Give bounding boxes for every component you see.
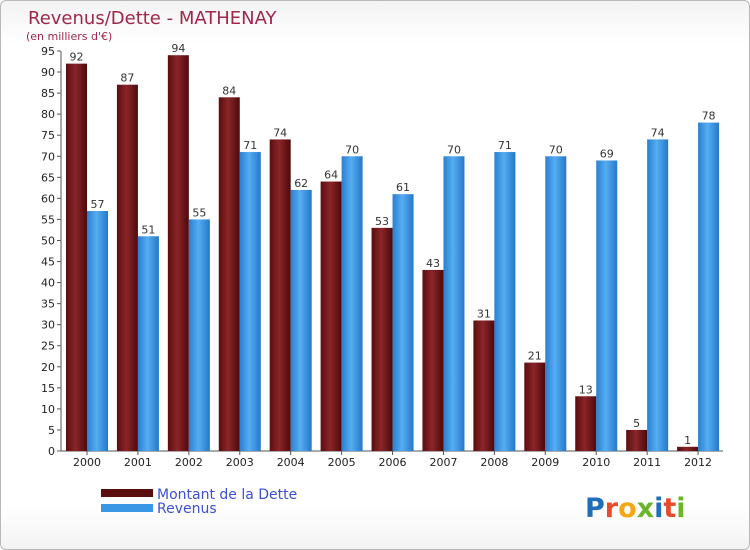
x-tick-label: 2004 (277, 456, 305, 469)
data-label-revenue: 71 (243, 139, 257, 152)
data-label-debt: 53 (375, 215, 389, 228)
data-label-revenue: 70 (447, 143, 461, 156)
bar-revenue (341, 156, 363, 451)
bar-revenue (239, 152, 261, 452)
data-label-revenue: 57 (91, 198, 105, 211)
legend-swatch-revenue (101, 504, 153, 512)
x-tick-label: 2001 (124, 456, 152, 469)
data-label-debt: 64 (324, 169, 338, 182)
bar-revenue (494, 152, 516, 452)
proxiti-logo: Proxiti (585, 493, 686, 524)
data-label-debt: 84 (222, 84, 236, 97)
bar-revenue (137, 236, 159, 451)
legend-label-debt: Montant de la Dette (157, 487, 297, 503)
x-tick-label: 2012 (684, 456, 712, 469)
data-label-revenue: 70 (345, 143, 359, 156)
data-label-debt: 31 (477, 307, 491, 320)
y-tick-label: 80 (41, 108, 55, 121)
x-axis: 2000 2001 2002 2003 2004 2005 2006 2007 2008 2009… (61, 450, 723, 469)
bar-revenue (188, 219, 210, 451)
bar-revenue (443, 156, 465, 451)
bar-debt (116, 84, 138, 452)
x-tick-label: 2006 (379, 456, 407, 469)
bar-debt (269, 139, 291, 451)
y-tick-label: 15 (41, 382, 55, 395)
bar-revenue (596, 160, 618, 451)
bar-revenue (392, 194, 414, 451)
data-label-debt: 21 (528, 350, 542, 363)
data-label-revenue: 71 (498, 139, 512, 152)
chart-subtitle: (en milliers d'€) (26, 30, 112, 43)
y-tick-label: 70 (41, 150, 55, 163)
bar-revenue (545, 156, 567, 451)
x-tick-label: 2011 (633, 456, 661, 469)
y-tick-label: 30 (41, 319, 55, 332)
y-axis: 0 5 10 15 20 25 30 35 40 45 50 55 60 65 70 75 80 85 90 95 (41, 45, 62, 458)
y-tick-label: 25 (41, 340, 55, 353)
y-tick-label: 75 (41, 129, 55, 142)
data-label-debt: 94 (171, 42, 185, 55)
y-tick-label: 35 (41, 298, 55, 311)
bar-debt (677, 446, 699, 451)
bar-debt (371, 227, 393, 451)
data-label-debt: 92 (70, 51, 84, 64)
bar-debt (66, 63, 87, 451)
bar-debt (575, 396, 597, 451)
data-label-revenue: 69 (600, 147, 614, 160)
y-tick-label: 50 (41, 234, 55, 247)
y-tick-label: 45 (41, 256, 55, 269)
data-label-debt: 87 (120, 72, 134, 85)
y-tick-label: 5 (48, 424, 55, 437)
x-tick-label: 2010 (582, 456, 610, 469)
data-label-revenue: 74 (651, 126, 665, 139)
x-tick-label: 2007 (429, 456, 457, 469)
x-tick-label: 2003 (226, 456, 254, 469)
y-tick-label: 0 (48, 445, 55, 458)
x-tick-label: 2009 (531, 456, 559, 469)
data-label-debt: 5 (633, 417, 640, 430)
bar-debt (626, 429, 648, 451)
y-tick-label: 85 (41, 87, 55, 100)
bars: 9257875194558471746264705361437031712170… (66, 42, 720, 452)
legend: Montant de la Dette Revenus (101, 487, 297, 517)
data-label-debt: 1 (684, 434, 691, 447)
bar-debt (218, 97, 240, 451)
data-label-revenue: 51 (141, 223, 155, 236)
bar-revenue (647, 139, 669, 451)
bar-revenue (698, 122, 720, 451)
x-tick-label: 2005 (328, 456, 356, 469)
legend-swatch-debt (101, 489, 153, 497)
data-label-debt: 74 (273, 126, 287, 139)
data-label-revenue: 55 (192, 206, 206, 219)
data-label-revenue: 70 (549, 143, 563, 156)
bar-debt (422, 269, 444, 451)
y-tick-label: 65 (41, 171, 55, 184)
data-label-revenue: 61 (396, 181, 410, 194)
data-label-debt: 13 (579, 383, 593, 396)
bar-debt (524, 362, 546, 451)
data-label-debt: 43 (426, 257, 440, 270)
x-tick-label: 2008 (480, 456, 508, 469)
y-tick-label: 10 (41, 403, 55, 416)
x-tick-label: 2002 (175, 456, 203, 469)
bar-debt (167, 55, 189, 452)
chart-title: Revenus/Dette - MATHENAY (28, 8, 278, 29)
x-tick-label: 2000 (73, 456, 101, 469)
y-tick-label: 55 (41, 213, 55, 226)
bar-revenue (87, 211, 108, 451)
bar-debt (320, 181, 342, 452)
y-tick-label: 20 (41, 361, 55, 374)
bar-revenue (290, 189, 312, 451)
y-tick-label: 95 (41, 45, 55, 58)
data-label-revenue: 78 (702, 110, 716, 123)
y-tick-label: 40 (41, 277, 55, 290)
y-tick-label: 60 (41, 192, 55, 205)
data-label-revenue: 62 (294, 177, 308, 190)
legend-label-revenue: Revenus (157, 501, 217, 517)
y-tick-label: 90 (41, 66, 55, 79)
bar-debt (473, 320, 495, 451)
